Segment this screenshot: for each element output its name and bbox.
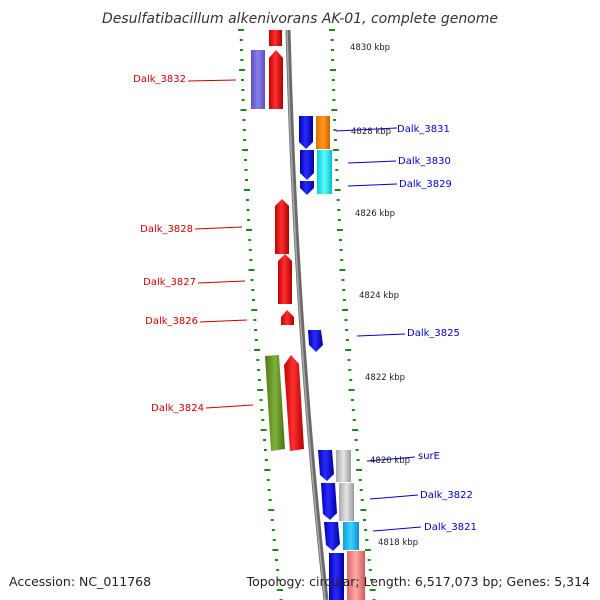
scale-label-4820: 4820 kbp [370,456,410,466]
gene-dalk-3830[interactable] [300,150,314,180]
label-dalk-3825[interactable]: Dalk_3825 [407,328,460,339]
scale-label-4818: 4818 kbp [378,538,418,548]
gene-dalk-3824[interactable] [265,355,285,451]
gene-surE[interactable] [318,450,334,481]
label-dalk-3822[interactable]: Dalk_3822 [420,490,473,501]
gene-features [251,30,365,600]
gene-dalk-3822-box[interactable] [339,483,354,521]
label-dalk-3829[interactable]: Dalk_3829 [399,179,452,190]
gene-surE-box[interactable] [336,450,351,482]
gene-dalk-3822[interactable] [321,483,337,520]
map-title: Desulfatibacillum alkenivorans AK-01, co… [102,11,498,27]
scale-label-4826: 4826 kbp [355,209,395,219]
label-dalk-3824[interactable]: Dalk_3824 [151,403,204,414]
scale-label-4828: 4828 kbp [351,127,391,137]
gene-dalk-3826[interactable] [281,310,294,325]
gene-dalk-3829[interactable] [300,181,314,195]
label-dalk-3830[interactable]: Dalk_3830 [398,156,451,167]
gene-red-a[interactable] [269,50,283,109]
topology-text: Topology: circular; Length: 6,517,073 bp… [246,574,590,589]
gene-dalk-3825[interactable] [308,330,323,352]
gene-pink-bottom[interactable] [347,551,365,600]
genome-backbone [285,29,329,600]
gene-dalk-3831[interactable] [299,116,313,149]
gene-dalk-3827[interactable] [278,254,292,304]
label-dalk-3828[interactable]: Dalk_3828 [140,224,193,235]
gene-red-b[interactable] [284,355,304,451]
genome-backbone-highlight [286,29,326,600]
label-dalk-3827[interactable]: Dalk_3827 [143,277,196,288]
label-dalk-3831[interactable]: Dalk_3831 [397,124,450,135]
scale-label-4824: 4824 kbp [359,291,399,301]
gene-labels: Dalk_3832 Dalk_3831 Dalk_3830 Dalk_3829 … [133,74,477,533]
label-dalk-3826[interactable]: Dalk_3826 [145,316,198,327]
scale-labels: 4830 kbp 4828 kbp 4826 kbp 4824 kbp 4822… [350,43,418,548]
gene-dalk-3821[interactable] [324,522,340,551]
gene-dalk-3832[interactable] [251,50,265,109]
label-surE[interactable]: surE [418,451,440,462]
label-dalk-3821[interactable]: Dalk_3821 [424,522,477,533]
gene-dalk-3828[interactable] [275,199,289,254]
scale-label-4830: 4830 kbp [350,43,390,53]
scale-label-4822: 4822 kbp [365,373,405,383]
gene-dalk-3831-box[interactable] [316,116,330,149]
gene-dalk-3821-box[interactable] [343,522,359,550]
label-dalk-3832[interactable]: Dalk_3832 [133,74,186,85]
tick-rings [238,29,376,600]
accession-text: Accession: NC_011768 [9,574,151,589]
gene-red-top[interactable] [269,30,282,46]
gene-dalk-3830-box[interactable] [317,150,332,194]
gene-blue-bottom[interactable] [329,553,344,600]
